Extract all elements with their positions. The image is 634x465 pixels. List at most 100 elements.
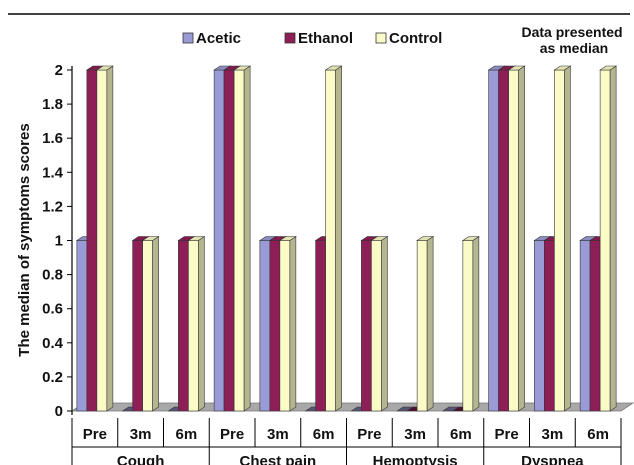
bar-top (507, 65, 526, 71)
note-line-2: as median (540, 40, 608, 56)
legend-label: Acetic (196, 30, 241, 47)
bar-front (599, 69, 611, 412)
category-label: 3m (130, 426, 152, 443)
bar-front (233, 69, 245, 412)
bar-front (132, 240, 143, 412)
bar (187, 235, 206, 412)
bar-side (381, 235, 388, 412)
category-label: 3m (267, 426, 289, 443)
bar-side (289, 235, 297, 412)
bar-front (223, 69, 235, 412)
bar (507, 65, 526, 412)
bar-side (426, 235, 434, 412)
legend-label: Ethanol (298, 30, 353, 47)
bar-front (416, 240, 428, 412)
bar-front (488, 69, 499, 412)
bar-side (198, 235, 205, 412)
legend-item: Ethanol (284, 30, 353, 47)
bar-front (579, 240, 591, 412)
bar-top (599, 65, 618, 71)
bar-front (269, 240, 281, 412)
bar-front (508, 69, 519, 412)
bar-top (187, 236, 206, 241)
bar-front (213, 69, 225, 412)
y-axis: 0 0.2 0.4 0.6 0.8 1 1.2 1.4 1.6 1.8 2 (42, 62, 73, 420)
bar-top (324, 65, 343, 71)
y-tick-label: 0.2 (42, 369, 63, 386)
y-tick-label: 0 (55, 403, 63, 420)
bar-side (335, 65, 342, 412)
category-label: 6m (176, 426, 198, 443)
bar-front (498, 69, 509, 412)
bar-front (462, 240, 474, 412)
bar (278, 235, 297, 412)
bar-side (472, 235, 480, 412)
bar (324, 65, 343, 412)
y-tick-label: 0.8 (42, 267, 63, 284)
bar-top (233, 65, 252, 71)
y-tick-label: 0.4 (42, 335, 64, 352)
bar-top (553, 65, 572, 71)
category-label: 3m (404, 426, 426, 443)
bar-top (278, 236, 297, 241)
bar-front (589, 240, 601, 412)
legend-swatch (182, 32, 194, 44)
bar-front (279, 240, 291, 412)
group-label: Cough (117, 453, 164, 465)
bar-side (564, 65, 571, 412)
legend-label: Control (389, 30, 442, 47)
bar-side (152, 235, 159, 412)
bar-side (243, 65, 251, 412)
bar-front (371, 240, 382, 412)
category-label: 3m (542, 426, 564, 443)
bar-front (76, 240, 88, 412)
legend-swatch (284, 32, 296, 44)
category-label: 6m (313, 426, 335, 443)
bar-front (259, 240, 271, 412)
group-label: Dyspnea (521, 453, 584, 465)
legend-item: Acetic (182, 30, 241, 47)
bar-front (361, 240, 372, 412)
bar-front (325, 69, 336, 412)
bars (75, 65, 618, 412)
category-label: Pre (495, 426, 519, 443)
bar-side (609, 65, 617, 412)
bar-front (315, 240, 326, 412)
bar-front (96, 69, 108, 412)
bar-top (95, 65, 114, 71)
bar (553, 65, 572, 412)
group-label: Chest pain (240, 453, 317, 465)
bar-front (178, 240, 189, 412)
bar-front (544, 240, 555, 412)
bar (416, 235, 435, 412)
bar-side (106, 65, 114, 412)
bar-front (188, 240, 199, 412)
bar-front (142, 240, 153, 412)
y-tick-label: 1.4 (42, 164, 64, 181)
y-axis-label: The median of symptoms scores (16, 123, 33, 356)
bar (233, 65, 252, 412)
category-label: Pre (357, 426, 381, 443)
group-label: Hemoptysis (373, 453, 458, 465)
bar-front (534, 240, 545, 412)
category-label: 6m (450, 426, 472, 443)
bar-top (370, 236, 389, 241)
note-text: Data presented as median (521, 24, 626, 56)
legend-swatch (375, 32, 387, 44)
bar-top (461, 236, 480, 241)
category-label: Pre (220, 426, 244, 443)
y-tick-label: 1.6 (42, 130, 63, 147)
bar-top (416, 236, 435, 241)
y-tick-label: 1.2 (42, 198, 63, 215)
y-tick-label: 1 (55, 233, 63, 250)
bar (141, 235, 160, 412)
bar (599, 65, 618, 412)
bar-front (554, 69, 565, 412)
note-line-1: Data presented (521, 24, 622, 40)
bar-side (518, 65, 525, 412)
y-tick-label: 1.8 (42, 96, 63, 113)
category-label: 6m (587, 426, 609, 443)
y-tick-label: 2 (55, 62, 63, 79)
legend: Acetic Ethanol Control (182, 30, 442, 47)
